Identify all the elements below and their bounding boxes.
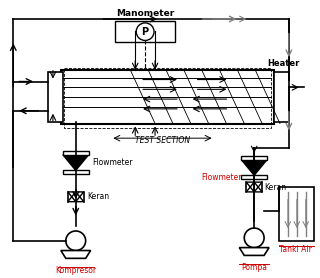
Circle shape <box>66 231 86 250</box>
Bar <box>48 72 63 121</box>
Bar <box>61 70 274 123</box>
Text: Manometer: Manometer <box>116 9 174 18</box>
Circle shape <box>244 228 264 248</box>
Text: Tanki Air: Tanki Air <box>279 245 312 254</box>
Bar <box>241 156 267 160</box>
Text: Flowmeter: Flowmeter <box>201 173 241 182</box>
Text: P: P <box>141 27 149 37</box>
Text: TEST SECTION: TEST SECTION <box>135 136 190 145</box>
Bar <box>63 170 89 174</box>
Polygon shape <box>63 155 89 170</box>
Polygon shape <box>241 160 267 175</box>
Bar <box>274 72 289 121</box>
Bar <box>64 68 271 128</box>
Text: Keran: Keran <box>264 183 286 192</box>
Text: Kompresor: Kompresor <box>55 266 96 275</box>
Text: Pompa: Pompa <box>241 263 267 272</box>
Polygon shape <box>239 248 269 255</box>
Text: Heater: Heater <box>267 59 300 68</box>
Bar <box>279 187 314 241</box>
Polygon shape <box>61 250 91 258</box>
Circle shape <box>136 23 154 41</box>
Text: Flowmeter: Flowmeter <box>92 158 133 167</box>
Text: Keran: Keran <box>88 192 110 201</box>
Bar <box>116 21 175 43</box>
Bar <box>63 151 89 155</box>
Bar <box>241 175 267 179</box>
